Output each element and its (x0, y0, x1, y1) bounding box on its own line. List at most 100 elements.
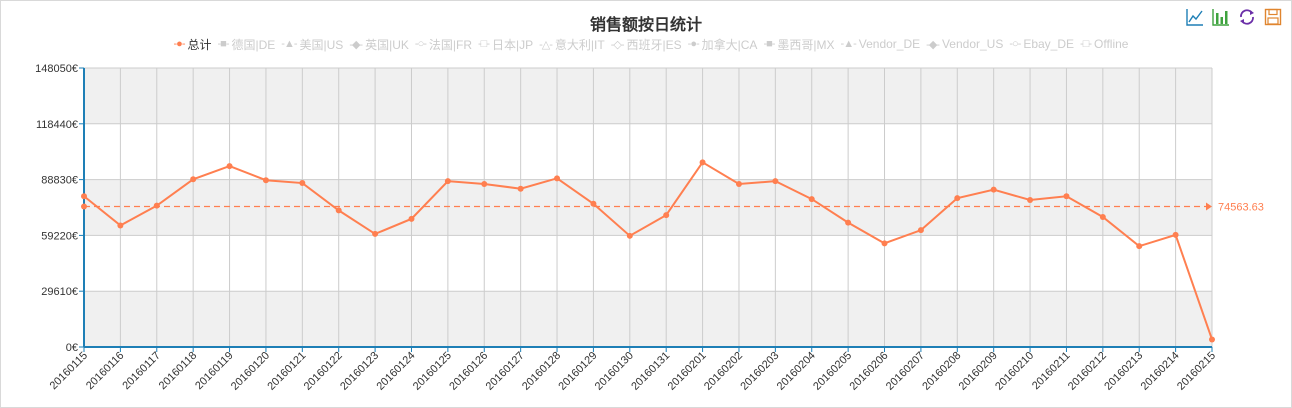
x-tick-label: 20160214 (1139, 350, 1182, 393)
data-point (81, 193, 87, 200)
chart-title: 销售额按日统计 (589, 17, 702, 34)
legend-label: 意大利|IT (554, 37, 605, 52)
data-point (1136, 243, 1143, 250)
grid-band (84, 68, 1212, 124)
legend-item[interactable]: -■- 德国|DE (218, 36, 276, 53)
legend-item[interactable]: -●- 加拿大|CA (688, 36, 758, 53)
legend-item[interactable]: -◆- 英国|UK (349, 36, 409, 53)
x-tick-label: 20160207 (884, 350, 927, 393)
legend-item[interactable]: -○- Ebay_DE (1009, 37, 1074, 51)
legend-symbol-icon: -▲- (281, 38, 297, 50)
grid-band (84, 291, 1212, 347)
x-tick-label: 20160215 (1175, 350, 1218, 393)
legend-item[interactable]: -◇- 西班牙|ES (611, 36, 682, 53)
x-tick-label: 20160205 (811, 350, 854, 393)
legend-label: 西班牙|ES (626, 37, 682, 52)
data-point (190, 176, 197, 183)
legend-item[interactable]: -□- 日本|JP (478, 36, 533, 53)
legend-item[interactable]: -○- 法国|FR (415, 36, 472, 53)
legend-item[interactable]: -●- 总计 (174, 36, 212, 53)
legend-item[interactable]: -▲- Vendor_DE (841, 37, 921, 51)
data-point (1172, 231, 1179, 238)
save-image-icon[interactable] (1264, 8, 1282, 26)
legend-label: Vendor_DE (858, 37, 921, 51)
legend-label: Offline (1094, 37, 1129, 51)
x-tick-label: 20160131 (629, 350, 672, 393)
legend-item[interactable]: -□- Offline (1080, 37, 1128, 51)
x-tick-label: 20160124 (375, 350, 418, 393)
data-point (299, 180, 306, 187)
data-point (554, 175, 561, 182)
data-point (699, 159, 706, 166)
data-point (626, 232, 633, 239)
grid-band (84, 179, 1212, 236)
x-tick-label: 20160120 (229, 350, 272, 393)
data-point (335, 207, 342, 214)
data-point (954, 195, 961, 202)
y-tick-label: 148050€ (35, 63, 78, 75)
grid-band (84, 235, 1212, 292)
x-tick-label: 20160210 (993, 350, 1036, 393)
data-point (845, 219, 852, 226)
restore-icon[interactable] (1238, 8, 1256, 26)
x-tick-label: 20160118 (157, 350, 200, 393)
series-line-total (83, 160, 1213, 340)
y-tick-label: 0€ (66, 342, 78, 354)
legend-item[interactable]: -▲- 美国|US (281, 36, 343, 53)
x-tick-label: 20160202 (702, 350, 745, 393)
x-tick-label: 20160129 (556, 350, 599, 393)
legend-item[interactable]: -◆- Vendor_US (926, 37, 1003, 51)
legend-symbol-icon: -■- (217, 38, 230, 50)
x-tick-label: 20160130 (593, 350, 636, 393)
data-point (990, 186, 997, 193)
data-point (663, 212, 670, 219)
x-tick-label: 20160116 (84, 350, 127, 393)
data-point (735, 180, 742, 187)
average-arrow (1206, 202, 1212, 211)
average-start-marker (81, 203, 87, 210)
x-tick-label: 20160204 (775, 350, 818, 393)
x-tick-label: 20160115 (48, 350, 91, 393)
data-point (117, 222, 124, 229)
legend-symbol-icon: -□- (478, 38, 490, 50)
bar-chart-icon[interactable] (1212, 8, 1230, 26)
legend-symbol-icon: -●- (173, 38, 186, 50)
x-tick-label: 20160201 (666, 350, 709, 393)
x-tick-label: 20160206 (848, 350, 891, 393)
data-point (1063, 193, 1070, 200)
x-tick-label: 20160208 (920, 350, 963, 393)
data-point (1099, 213, 1106, 220)
data-point (372, 230, 379, 237)
legend-label: 英国|UK (365, 37, 409, 52)
legend-symbol-icon: -○- (1009, 38, 1021, 50)
x-tick-label: 20160121 (265, 350, 308, 393)
legend: -●- 总计 -■- 德国|DE -▲- 美国|US -◆- 英国|UK -○- 法国|FR -□-… (0, 35, 1292, 53)
data-point (481, 180, 488, 187)
data-point (517, 185, 524, 192)
x-tick-label: 20160117 (120, 350, 163, 393)
line-chart-icon[interactable] (1186, 8, 1204, 26)
x-tick-label: 20160212 (1066, 350, 1109, 393)
legend-label: 加拿大|CA (701, 37, 758, 52)
legend-symbol-icon: -△- (539, 38, 553, 51)
x-tick-label: 20160128 (520, 350, 563, 393)
legend-item[interactable]: -△- 意大利|IT (539, 36, 605, 53)
data-point (153, 202, 160, 209)
data-point (1209, 336, 1215, 343)
data-point (408, 215, 415, 222)
legend-label: 总计 (187, 37, 212, 52)
legend-label: 德国|DE (231, 37, 276, 52)
y-tick-label: 118440€ (36, 119, 78, 131)
data-point (1027, 197, 1034, 204)
legend-item[interactable]: -■- 墨西哥|MX (763, 36, 834, 53)
data-point (881, 240, 888, 247)
data-point (444, 178, 451, 185)
y-tick-label: 59220€ (41, 230, 78, 242)
legend-symbol-icon: -◆- (926, 38, 940, 51)
data-point (226, 163, 233, 170)
x-tick-label: 20160213 (1102, 350, 1145, 393)
legend-label: 日本|JP (492, 37, 534, 52)
legend-label: Vendor_US (941, 37, 1004, 51)
y-tick-label: 29610€ (41, 286, 78, 298)
